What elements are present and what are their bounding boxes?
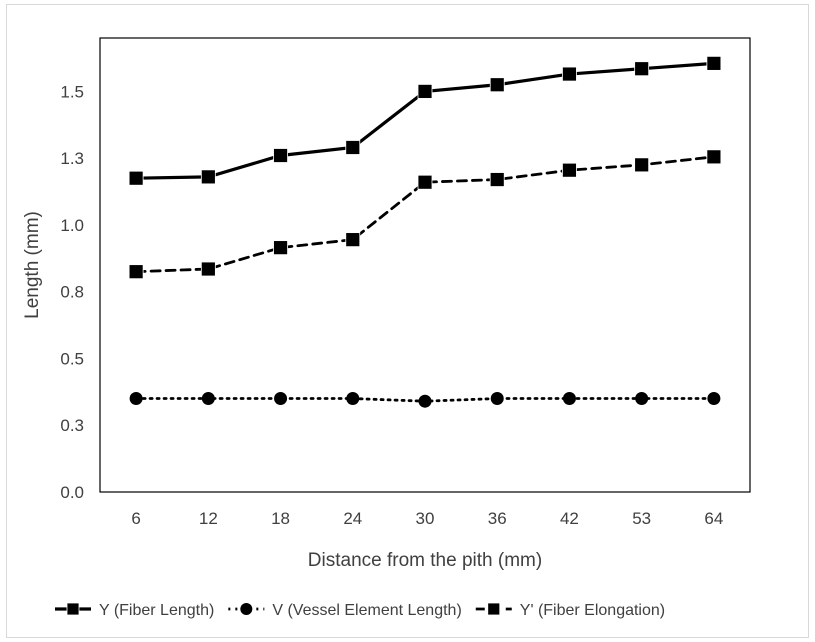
y-tick-label: 0.0 xyxy=(60,483,84,502)
y-axis-title: Length (mm) xyxy=(22,211,43,319)
x-tick-label: 18 xyxy=(271,509,290,528)
x-tick-label: 6 xyxy=(131,509,140,528)
data-point xyxy=(128,264,144,280)
data-point xyxy=(345,140,361,155)
x-axis-ticks: 6 12 18 24 30 36 42 53 64 xyxy=(131,509,723,528)
data-point xyxy=(128,170,144,186)
data-point xyxy=(562,162,577,178)
x-tick-label: 64 xyxy=(704,509,723,528)
legend-label: Y' (Fiber Elongation) xyxy=(520,602,665,619)
data-point xyxy=(707,392,721,406)
data-point xyxy=(200,261,216,277)
series-line xyxy=(134,155,716,274)
data-point xyxy=(418,394,432,408)
data-point xyxy=(201,392,215,406)
data-point xyxy=(489,77,505,93)
legend-item: Y' (Fiber Elongation) xyxy=(475,602,665,619)
data-point xyxy=(706,149,722,165)
data-point xyxy=(273,240,288,256)
data-point xyxy=(273,148,288,163)
x-axis-title: Distance from the pith (mm) xyxy=(308,550,542,571)
x-tick-label: 42 xyxy=(560,509,579,528)
data-point xyxy=(706,55,722,71)
data-point xyxy=(562,66,577,82)
data-point xyxy=(635,392,649,406)
legend-label: Y (Fiber Length) xyxy=(99,602,214,619)
legend-marker xyxy=(240,603,253,615)
data-point xyxy=(417,84,433,99)
x-tick-label: 53 xyxy=(632,509,651,528)
data-point xyxy=(490,392,504,406)
y-tick-label: 1.5 xyxy=(60,82,84,101)
legend-label: V (Vessel Element Length) xyxy=(272,602,461,619)
legend-item: Y (Fiber Length) xyxy=(55,602,214,619)
x-tick-label: 36 xyxy=(488,509,507,528)
data-point xyxy=(346,392,360,406)
data-point xyxy=(562,392,576,406)
y-tick-label: 0.8 xyxy=(60,283,84,302)
data-point xyxy=(345,232,361,248)
legend: Y (Fiber Length) V (Vessel Element Length… xyxy=(55,602,665,619)
y-tick-label: 0.3 xyxy=(60,416,84,435)
legend-item: V (Vessel Element Length) xyxy=(228,602,462,619)
y-tick-label: 0.5 xyxy=(60,349,84,368)
data-point xyxy=(634,61,650,77)
y-tick-label: 1.0 xyxy=(60,216,84,235)
series-group xyxy=(128,149,722,280)
legend-marker xyxy=(66,602,80,616)
series-group xyxy=(128,55,722,186)
series-group xyxy=(129,392,721,408)
data-point xyxy=(489,172,505,187)
data-point xyxy=(634,157,650,173)
legend-marker xyxy=(487,602,501,616)
x-tick-label: 24 xyxy=(343,509,362,528)
plot-area xyxy=(99,37,751,493)
y-axis-ticks: 0.0 0.3 0.5 0.8 1.0 1.3 1.5 xyxy=(60,82,84,502)
series-layer xyxy=(128,55,722,408)
data-point xyxy=(274,392,288,406)
data-point xyxy=(200,169,216,185)
x-tick-label: 30 xyxy=(416,509,435,528)
data-point xyxy=(129,392,143,406)
x-tick-label: 12 xyxy=(199,509,218,528)
data-point xyxy=(417,174,433,190)
y-tick-label: 1.3 xyxy=(60,149,84,168)
